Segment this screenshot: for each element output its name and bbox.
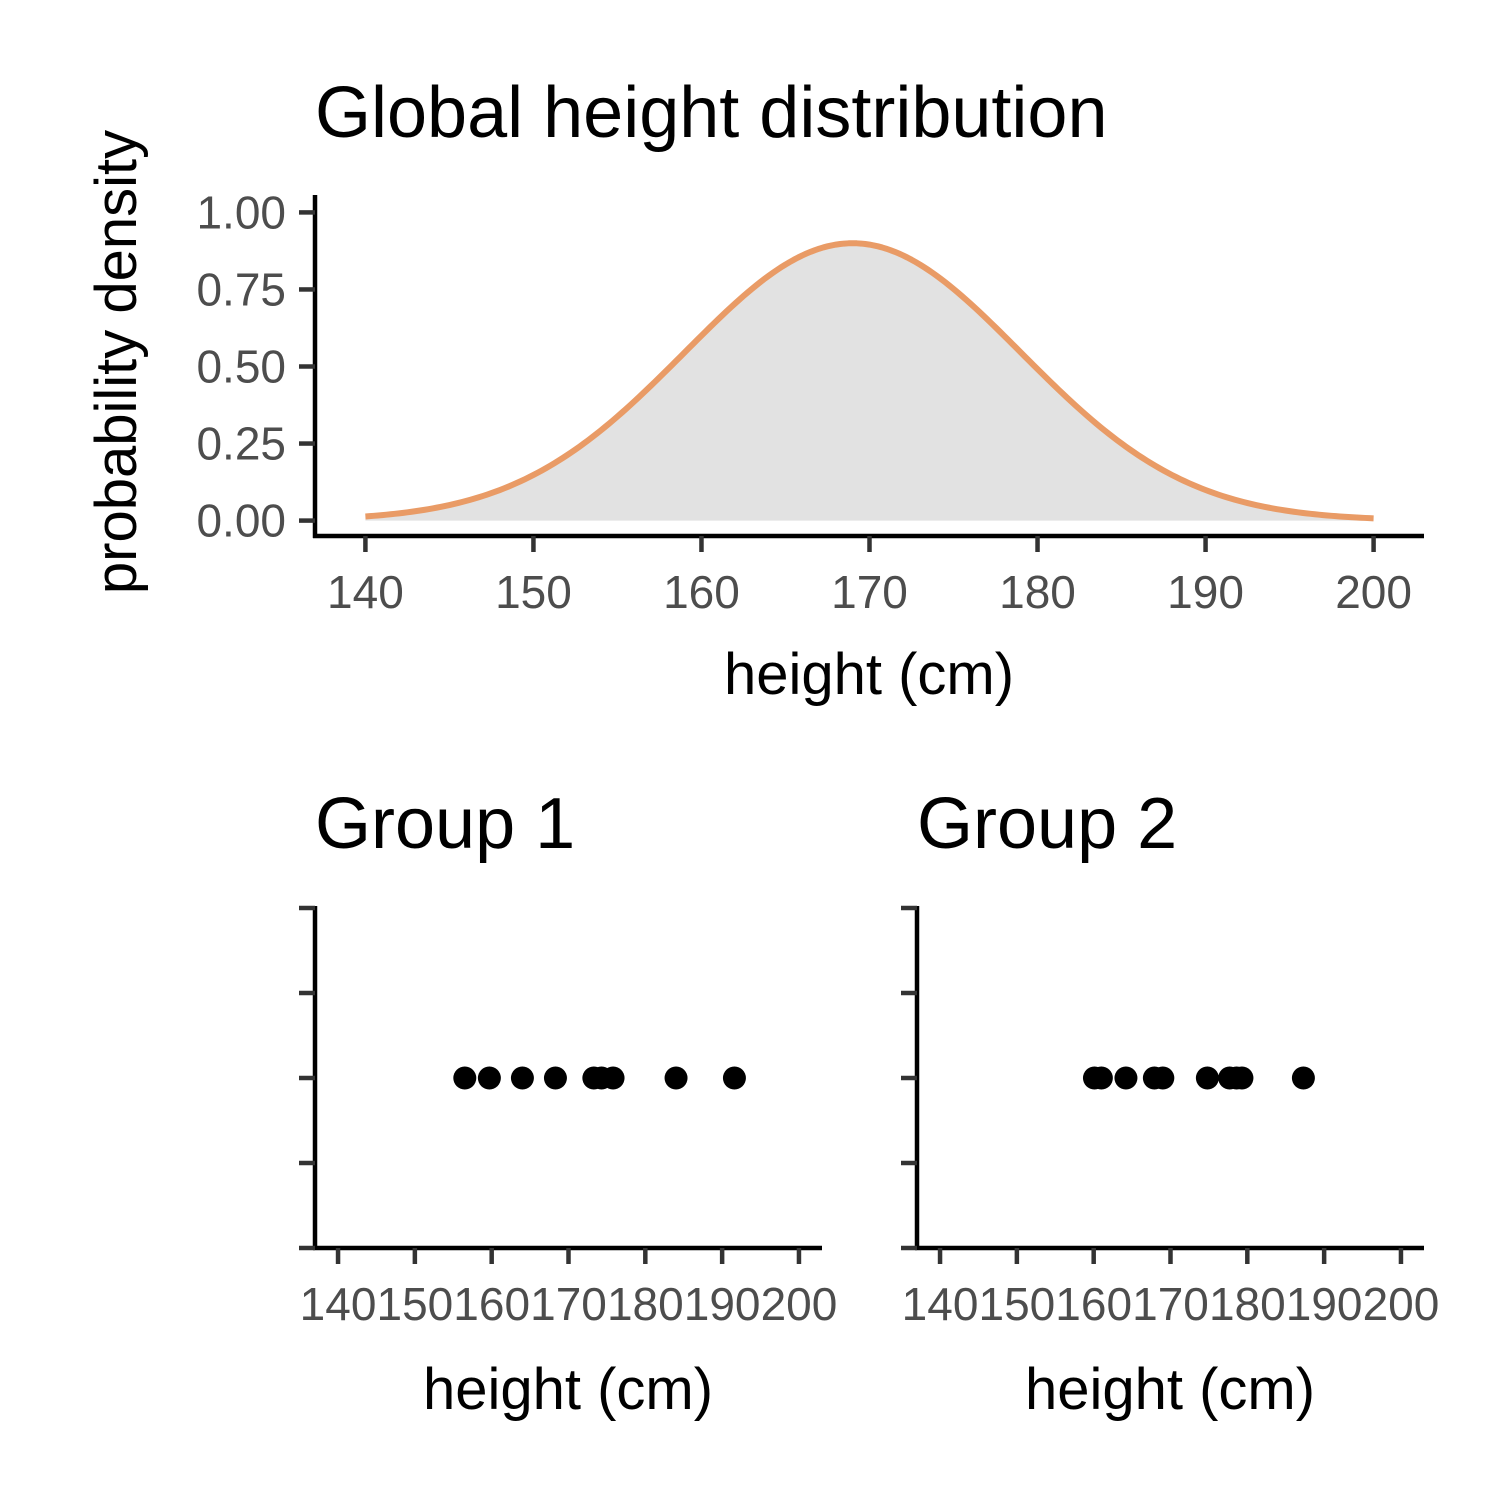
group2-x-axis-title: height (cm) bbox=[1025, 1357, 1315, 1422]
x-tick-label: 180 bbox=[607, 1278, 684, 1330]
group1-title: Group 1 bbox=[315, 784, 575, 864]
x-tick-label: 170 bbox=[530, 1278, 607, 1330]
x-tick-label: 160 bbox=[663, 566, 740, 618]
group2-point bbox=[1151, 1066, 1175, 1090]
group1-plot-area: 140 150 160 170 180 190 200 bbox=[299, 905, 838, 1330]
density-panel: Global height distribution probability d… bbox=[84, 73, 1424, 707]
x-tick-label: 180 bbox=[1209, 1278, 1286, 1330]
group2-panel: Group 2 height (cm) 140 150 160 170 180 190 20… bbox=[901, 784, 1439, 1422]
group1-point bbox=[477, 1066, 501, 1090]
x-tick-label: 140 bbox=[327, 566, 404, 618]
group1-point bbox=[543, 1066, 567, 1090]
x-tick-label: 140 bbox=[902, 1278, 979, 1330]
group2-title: Group 2 bbox=[917, 784, 1177, 864]
x-tick-label: 200 bbox=[1363, 1278, 1440, 1330]
x-tick-label: 150 bbox=[495, 566, 572, 618]
density-area bbox=[365, 243, 1374, 521]
x-tick-label: 170 bbox=[1132, 1278, 1209, 1330]
group1-panel: Group 1 height (cm) 140 150 160 170 180 190 20… bbox=[299, 784, 837, 1422]
density-title: Global height distribution bbox=[315, 73, 1108, 153]
x-tick-label: 180 bbox=[999, 566, 1076, 618]
x-tick-label: 190 bbox=[1167, 566, 1244, 618]
group1-point bbox=[453, 1066, 477, 1090]
group1-point bbox=[722, 1066, 746, 1090]
group2-point bbox=[1291, 1066, 1315, 1090]
density-plot-area: 140 150 160 170 180 190 200 0.00 0.25 0.50 0.75 1.0… bbox=[196, 186, 1424, 618]
group1-point bbox=[510, 1066, 534, 1090]
group2-point bbox=[1230, 1066, 1254, 1090]
density-x-axis-title: height (cm) bbox=[724, 642, 1014, 707]
x-tick-label: 200 bbox=[1335, 566, 1412, 618]
x-tick-label: 160 bbox=[453, 1278, 530, 1330]
x-tick-label: 190 bbox=[1286, 1278, 1363, 1330]
x-tick-label: 200 bbox=[761, 1278, 838, 1330]
group1-point bbox=[601, 1066, 625, 1090]
group2-plot-area: 140 150 160 170 180 190 200 bbox=[901, 905, 1440, 1330]
group2-point bbox=[1195, 1066, 1219, 1090]
y-tick-label: 0.75 bbox=[196, 263, 286, 315]
y-tick-label: 0.50 bbox=[196, 341, 286, 393]
y-tick-label: 0.00 bbox=[196, 495, 286, 547]
group1-point bbox=[664, 1066, 688, 1090]
x-tick-label: 150 bbox=[376, 1278, 453, 1330]
group1-x-axis-title: height (cm) bbox=[423, 1357, 713, 1422]
x-tick-label: 190 bbox=[684, 1278, 761, 1330]
x-tick-label: 160 bbox=[1055, 1278, 1132, 1330]
density-line bbox=[365, 240, 1374, 522]
x-tick-label: 150 bbox=[978, 1278, 1055, 1330]
x-tick-label: 140 bbox=[300, 1278, 377, 1330]
y-tick-label: 0.25 bbox=[196, 418, 286, 470]
group2-point bbox=[1114, 1066, 1138, 1090]
group2-point bbox=[1089, 1066, 1113, 1090]
x-tick-label: 170 bbox=[831, 566, 908, 618]
y-tick-label: 1.00 bbox=[196, 186, 286, 238]
density-y-axis-title: probability density bbox=[84, 130, 149, 594]
